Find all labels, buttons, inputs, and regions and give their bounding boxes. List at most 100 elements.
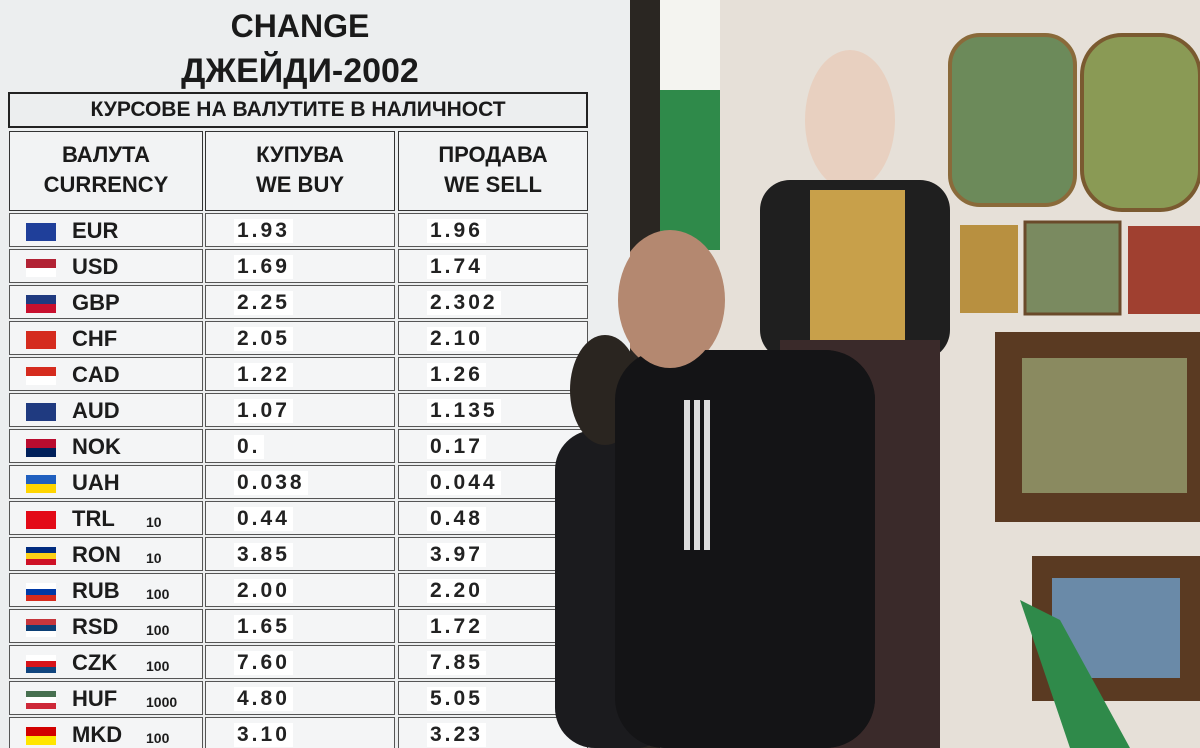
sell-rate: 2.302 [427,291,501,315]
jacket-stripe [684,400,690,550]
currency-unit: 100 [146,730,170,746]
sell-cell: 2.20 [398,573,588,607]
flag-icon [26,295,56,313]
buy-cell: 3.10 [205,717,395,748]
buy-cell: 1.93 [205,213,395,247]
currency-code: RSD [72,614,119,639]
flag-icon [26,691,56,709]
currency-unit: 100 [146,586,170,602]
buy-cell: 0.038 [205,465,395,499]
painting [1022,358,1187,493]
sell-rate: 1.135 [427,399,501,423]
buy-cell: 0.44 [205,501,395,535]
mannequin-head [805,50,895,190]
sell-rate: 5.05 [427,687,486,711]
sell-cell: 5.05 [398,681,588,715]
currency-unit: 10 [146,550,162,566]
header-line: CURRENCY [43,172,169,197]
currency-code: TRL [72,506,115,531]
sell-rate: 1.96 [427,219,486,243]
currency-unit: 10 [146,514,162,530]
buy-cell: 2.05 [205,321,395,355]
sell-rate: 1.26 [427,363,486,387]
header-line: WE SELL [444,172,542,197]
sell-rate: 3.97 [427,543,486,567]
currency-cell: CAD [9,357,203,391]
header-line: WE BUY [256,172,344,197]
buy-rate: 1.69 [234,255,293,279]
currency-unit: 1000 [146,694,178,710]
currency-cell: RSD 100 [9,609,203,643]
painting [1023,220,1122,316]
column-header: ПРОДАВА WE SELL [398,131,588,211]
currency-cell: GBP [9,285,203,319]
painting [1128,226,1200,314]
sell-cell: 3.97 [398,537,588,571]
currency-code: EUR [72,218,119,243]
board-subtitle: КУРСОВЕ НА ВАЛУТИТЕ В НАЛИЧНОСТ [8,92,588,128]
buy-rate: 4.80 [234,687,293,711]
currency-unit: 100 [146,658,170,674]
board-name: ДЖЕЙДИ-2002 [181,52,419,90]
flag-icon [26,619,56,637]
sell-rate: 0.17 [427,435,486,459]
currency-code: RON [72,542,121,567]
currency-code: GBP [72,290,120,315]
sell-rate: 2.20 [427,579,486,603]
buy-rate: 0.038 [234,471,308,495]
person-man [615,350,875,748]
flag-white [660,0,720,90]
currency-code: AUD [72,398,120,423]
currency-cell: TRL 10 [9,501,203,535]
jacket-stripe [694,400,700,550]
flag-icon [26,403,56,421]
buy-cell: 4.80 [205,681,395,715]
buy-cell: 1.07 [205,393,395,427]
buy-rate: 1.93 [234,219,293,243]
person-man-head [615,230,725,370]
header-line: КУПУВА [256,142,344,167]
header-line: ВАЛУТА [61,142,150,167]
buy-rate: 3.10 [234,723,293,747]
buy-rate: 0.44 [234,507,293,531]
sell-cell: 1.135 [398,393,588,427]
header-line: ПРОДАВА [438,142,548,167]
currency-code: NOK [72,434,121,459]
currency-cell: RON 10 [9,537,203,571]
buy-cell: 2.25 [205,285,395,319]
buy-rate: 1.22 [234,363,293,387]
sell-rate: 3.23 [427,723,486,747]
currency-code: UAH [72,470,120,495]
currency-unit: 100 [146,622,170,638]
sell-rate: 7.85 [427,651,486,675]
jacket-stripe [704,400,710,550]
currency-code: USD [72,254,119,279]
buy-cell: 0. [205,429,395,463]
sell-rate: 0.044 [427,471,501,495]
flag-icon [26,583,56,601]
flag-icon [26,223,56,241]
buy-rate: 3.85 [234,543,293,567]
currency-cell: RUB 100 [9,573,203,607]
currency-cell: CHF [9,321,203,355]
buy-rate: 2.05 [234,327,293,351]
painting [1080,33,1200,212]
currency-cell: HUF 1000 [9,681,203,715]
painting [948,33,1077,207]
small-flag [1020,600,1130,748]
flag-icon [26,259,56,277]
sell-rate: 0.48 [427,507,486,531]
currency-cell: CZK 100 [9,645,203,679]
currency-cell: NOK [9,429,203,463]
buy-cell: 3.85 [205,537,395,571]
sell-cell: 2.10 [398,321,588,355]
buy-rate: 0. [234,435,264,459]
flag-icon [26,511,56,529]
currency-cell: USD [9,249,203,283]
currency-code: CHF [72,326,118,351]
sell-cell: 1.72 [398,609,588,643]
painting [960,225,1018,313]
currency-code: CZK [72,650,118,675]
currency-code: CAD [72,362,120,387]
